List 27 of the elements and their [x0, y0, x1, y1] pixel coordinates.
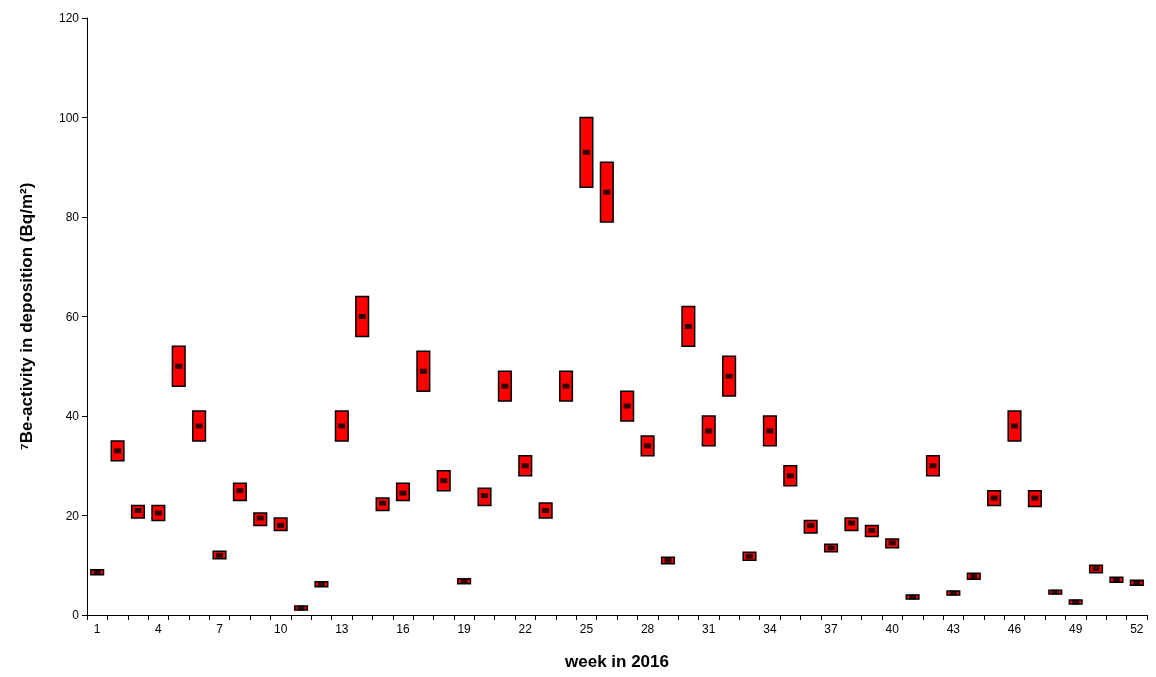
- y-tick-label: 20: [65, 508, 80, 523]
- x-tick-label: 25: [579, 622, 594, 636]
- x-tick-label: 31: [702, 622, 716, 636]
- x-tick-label: 22: [518, 622, 533, 636]
- x-tick-label: 13: [335, 622, 349, 636]
- x-tick-label: 4: [155, 622, 162, 636]
- x-tick-label: 43: [946, 622, 961, 636]
- y-axis-title: ⁷Be-activity in deposition (Bq/m²): [17, 182, 36, 451]
- y-tick-label: 80: [65, 210, 80, 224]
- x-tick-label: 40: [885, 622, 900, 636]
- x-tick-label: 16: [396, 622, 410, 636]
- y-tick-label: 120: [58, 11, 80, 25]
- x-tick-label: 37: [824, 622, 839, 636]
- y-tick-label: 60: [65, 309, 80, 324]
- y-tick-label: 40: [65, 409, 80, 423]
- x-tick-label: 46: [1007, 622, 1022, 636]
- x-tick-label: 10: [273, 622, 288, 636]
- x-tick-label: 19: [457, 622, 472, 636]
- x-axis-title: week in 2016: [564, 652, 669, 671]
- x-tick-label: 52: [1130, 622, 1144, 636]
- x-tick-label: 28: [640, 622, 655, 636]
- y-tick-label: 0: [72, 608, 80, 622]
- x-tick-label: 1: [93, 622, 101, 636]
- x-tick-label: 34: [763, 622, 777, 636]
- y-tick-label: 100: [58, 110, 80, 125]
- x-tick-label: 49: [1068, 622, 1083, 636]
- x-tick-label: 7: [216, 622, 224, 636]
